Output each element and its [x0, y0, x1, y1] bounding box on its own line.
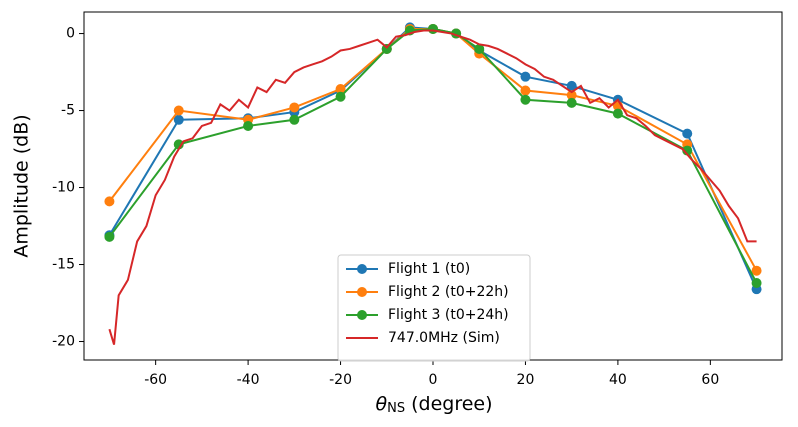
series-line: [108, 26, 758, 290]
point: [104, 231, 115, 242]
point: [474, 43, 485, 54]
x-tick-label: -60: [144, 372, 167, 388]
y-tick-label: -15: [52, 257, 75, 273]
point: [520, 94, 531, 105]
point: [173, 114, 184, 125]
x-tick-label: -40: [237, 372, 260, 388]
point: [682, 128, 693, 139]
legend-marker: [357, 310, 367, 320]
point: [682, 145, 693, 156]
legend-marker: [357, 287, 367, 297]
legend-label: Flight 1 (t0): [388, 261, 470, 277]
legend-label: Flight 3 (t0+24h): [388, 307, 509, 323]
point: [173, 139, 184, 150]
legend-box: [337, 254, 531, 362]
legend-label: 747.0MHz (Sim): [388, 330, 500, 346]
x-axis-label: θNS (degree): [375, 393, 492, 416]
point: [243, 120, 254, 131]
y-tick-label: -10: [52, 180, 75, 196]
point: [520, 85, 531, 96]
y-tick-label: -20: [52, 334, 75, 350]
x-tick-label: 20: [517, 372, 535, 388]
y-tick-label: -5: [61, 103, 75, 119]
y-axis-label: Amplitude (dB): [11, 114, 33, 257]
point: [566, 97, 577, 108]
series-line: [108, 29, 757, 345]
point: [335, 91, 346, 102]
point: [289, 114, 300, 125]
x-tick-label: 60: [701, 372, 719, 388]
point: [751, 265, 762, 276]
x-tick-label: 40: [609, 372, 627, 388]
point: [612, 108, 623, 119]
series-line: [108, 27, 758, 284]
point: [173, 105, 184, 116]
point: [289, 102, 300, 113]
point: [428, 23, 438, 34]
point: [751, 278, 762, 289]
point: [566, 90, 577, 101]
point: [104, 196, 115, 207]
point: [335, 83, 346, 94]
y-tick-label: 0: [66, 26, 75, 42]
legend-marker: [357, 264, 367, 274]
series-line: [108, 27, 758, 272]
x-tick-label: 0: [429, 372, 438, 388]
point: [520, 71, 531, 82]
legend-label: Flight 2 (t0+22h): [388, 284, 509, 300]
x-tick-label: -20: [329, 372, 352, 388]
point: [566, 80, 577, 91]
